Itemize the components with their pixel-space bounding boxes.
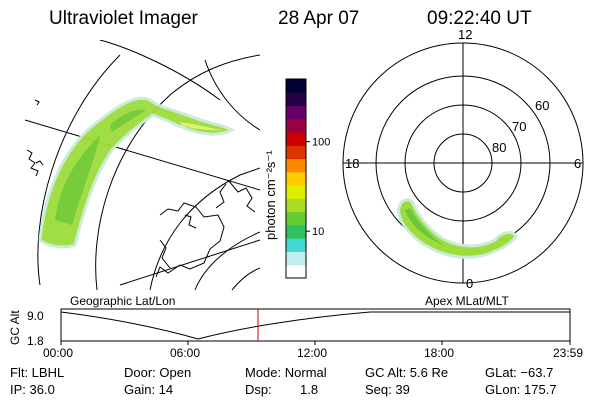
orbit-xtick-2359: 23:59	[553, 346, 583, 360]
colorbar-band	[286, 238, 306, 252]
polar-panel-label: Apex MLat/MLT	[425, 294, 509, 308]
colorbar-band	[286, 145, 306, 160]
dsp-label: Dsp:	[245, 382, 272, 397]
colorbar-tick-label: 100	[312, 137, 330, 149]
colorbar-unit-label: photon cm⁻²s⁻¹	[263, 150, 278, 240]
colorbar-band	[286, 92, 306, 107]
longitude-grid	[24, 40, 260, 286]
orbit-labels: GC Alt 9.0 1.8 00:00 06:00 12:00 18:00 2…	[8, 309, 583, 360]
instrument-title: Ultraviolet Imager	[49, 8, 198, 29]
dsp-value: 1.8	[300, 382, 319, 397]
ip-info: IP: 36.0	[10, 382, 55, 397]
mlt-label-6: 6	[574, 156, 581, 171]
seq-info: Seq: 39	[365, 382, 410, 397]
colorbar-band	[286, 185, 306, 199]
date-label: 28 Apr 07	[278, 8, 360, 29]
colorbar-band	[286, 251, 306, 266]
colorbar-band	[286, 224, 306, 239]
colorbar-band	[286, 158, 306, 173]
orbit-ytick-high: 9.0	[27, 309, 44, 323]
colorbar-band	[286, 211, 306, 226]
orbit-xtick-1800: 18:00	[424, 346, 454, 360]
colorbar-bands	[286, 79, 306, 279]
colorbar-band	[286, 118, 306, 133]
colorbar-tick-label: 10	[312, 226, 324, 238]
mlt-label-12: 12	[458, 27, 472, 42]
geo-panel-label: Geographic Lat/Lon	[70, 294, 176, 308]
polar-auroral-oval	[397, 198, 518, 259]
colorbar-band	[286, 198, 306, 213]
geo-auroral-oval	[38, 96, 235, 249]
polar-aurora-core	[405, 208, 445, 246]
mlt-label-18: 18	[345, 156, 359, 171]
time-label: 09:22:40 UT	[427, 8, 532, 29]
gain-info: Gain: 14	[124, 382, 174, 397]
colorbar-ticks: 100 10	[306, 137, 330, 238]
mlat-label-60: 60	[535, 98, 549, 113]
mlt-label-0: 0	[466, 276, 473, 291]
orbit-ylabel: GC Alt	[8, 310, 22, 345]
polar-plot	[342, 42, 584, 284]
mlat-label-80: 80	[492, 140, 506, 155]
colorbar-band	[286, 105, 306, 120]
colorbar-band	[286, 132, 306, 146]
glon-info: GLon: 175.7	[485, 382, 557, 397]
colorbar: 100 10 photon cm⁻²s⁻¹	[263, 78, 330, 279]
mode-info: Mode: Normal	[245, 365, 327, 380]
colorbar-band	[286, 171, 306, 186]
polar-labels: 12 18 6 0 60 70 80	[345, 27, 581, 291]
glat-info: GLat: −63.7	[485, 365, 554, 380]
coastline	[26, 99, 256, 278]
mlat-label-70: 70	[512, 119, 526, 134]
colorbar-band	[286, 79, 306, 93]
orbit-xtick-0000: 00:00	[43, 346, 73, 360]
orbit-plot	[60, 308, 571, 345]
orbit-plot-frame	[60, 308, 571, 342]
orbit-altitude-curve	[60, 311, 570, 340]
filter-info: Flt: LBHL	[10, 365, 65, 380]
colorbar-band	[286, 264, 306, 279]
orbit-x-tickmarks	[60, 341, 571, 345]
orbit-ytick-low: 1.8	[27, 334, 44, 348]
orbit-xtick-0600: 06:00	[170, 346, 200, 360]
door-info: Door: Open	[124, 365, 192, 380]
orbit-xtick-1200: 12:00	[297, 346, 327, 360]
gc-alt-info: GC Alt: 5.6 Re	[365, 365, 449, 380]
colorbar-frame	[285, 78, 307, 279]
geographic-map	[24, 40, 260, 291]
